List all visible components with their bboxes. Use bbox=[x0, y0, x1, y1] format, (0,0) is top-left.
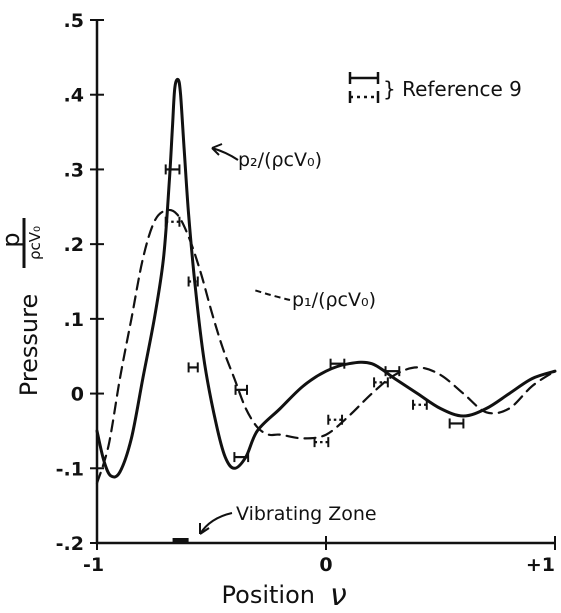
y-tick-label: -.1 bbox=[56, 458, 84, 480]
y-tick-label: .1 bbox=[64, 309, 84, 331]
axis-ticks: .5 .4 .3 .2 .1 0 -.1 -.2-1 0 +1 bbox=[56, 10, 556, 576]
series-line-p1 bbox=[95, 208, 557, 485]
vibrating-zone-arrowhead bbox=[199, 523, 210, 535]
series-line-p2 bbox=[95, 77, 557, 479]
reference-point bbox=[164, 164, 181, 175]
legend-label: } Reference 9 bbox=[383, 77, 522, 101]
reference-points bbox=[164, 164, 465, 463]
x-tick-label: +1 bbox=[526, 554, 555, 576]
annotations: p ρcV₀ Pressure Position ν p₂/(ρcV₀) p₁/… bbox=[0, 72, 522, 613]
x-tick-label: -1 bbox=[83, 554, 104, 576]
reference-point bbox=[233, 452, 250, 463]
reference-point bbox=[329, 358, 346, 369]
vibrating-zone-label: Vibrating Zone bbox=[236, 503, 377, 525]
reference-point bbox=[448, 418, 465, 429]
reference-point bbox=[187, 276, 199, 287]
reference-point bbox=[234, 384, 248, 395]
reference-point bbox=[412, 399, 428, 410]
y-axis-fraction-denominator: ρcV₀ bbox=[26, 226, 44, 260]
reference-point bbox=[384, 366, 401, 377]
y-tick-label: 0 bbox=[71, 384, 84, 406]
y-axis-fraction-numerator: p bbox=[0, 232, 25, 247]
reference-point bbox=[313, 437, 330, 448]
reference-point bbox=[164, 216, 181, 227]
reference-point bbox=[327, 414, 344, 425]
p2-series-label: p₂/(ρcV₀) bbox=[238, 149, 322, 171]
p1-series-label: p₁/(ρcV₀) bbox=[292, 289, 376, 311]
vibrating-zone-arrow bbox=[199, 512, 233, 535]
p2-label-arrowhead bbox=[211, 143, 223, 156]
y-tick-label: -.2 bbox=[56, 533, 84, 555]
series-lines bbox=[95, 77, 557, 485]
p1-label-arrow bbox=[253, 289, 291, 301]
y-tick-label: .5 bbox=[64, 10, 84, 32]
reference-point bbox=[373, 377, 389, 388]
x-tick-label: 0 bbox=[319, 554, 332, 576]
y-tick-label: .3 bbox=[64, 159, 84, 181]
y-tick-label: .4 bbox=[64, 85, 84, 107]
y-tick-label: .2 bbox=[64, 234, 84, 256]
x-axis-title: Position bbox=[222, 581, 315, 609]
y-axis-title: Pressure bbox=[15, 294, 43, 396]
reference-point bbox=[187, 362, 199, 373]
p2-label-arrow bbox=[211, 147, 239, 161]
x-axis-symbol: ν bbox=[330, 578, 347, 613]
vibrating-zone-bar bbox=[172, 538, 189, 543]
